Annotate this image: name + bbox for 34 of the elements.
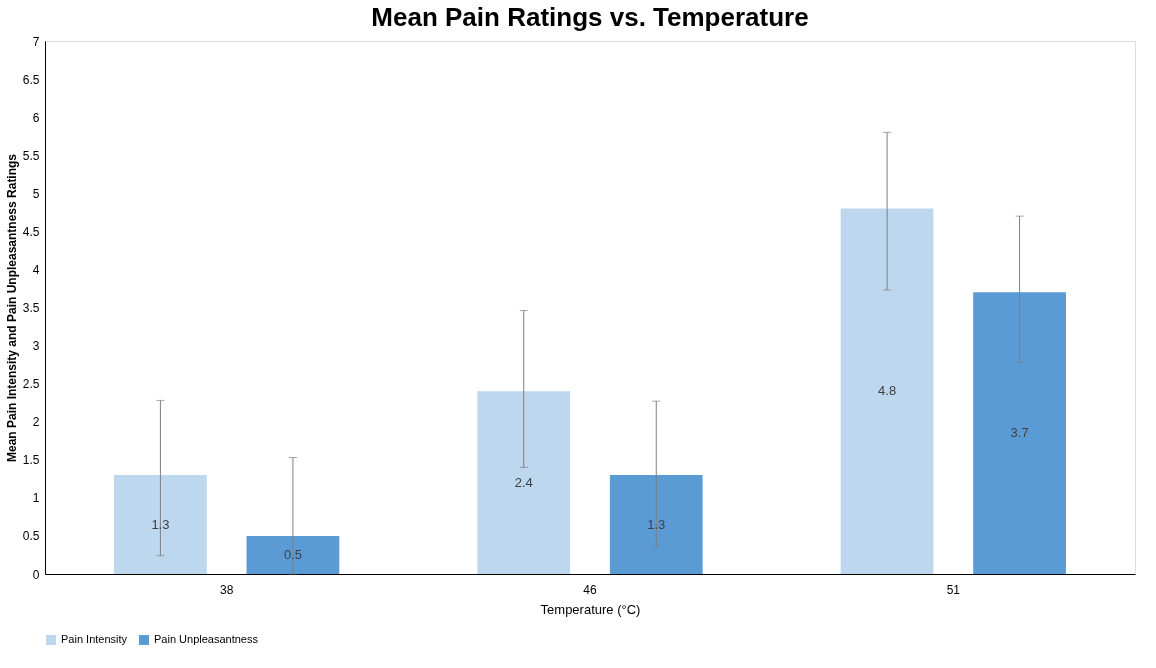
y-tick-label: 7 [32,34,40,49]
data-label: 1.3 [647,516,666,532]
y-tick-label: 4.5 [22,224,40,239]
chart-title: Mean Pain Ratings vs. Temperature [371,2,809,32]
y-axis-title: Mean Pain Intensity and Pain Unpleasantness Ratings [4,153,19,463]
y-tick-label: 6.5 [22,72,40,87]
y-tick-label: 6 [32,110,40,125]
y-tick-label: 0 [32,567,40,582]
y-tick-label: 5 [32,186,40,201]
y-tick-label: 0.5 [22,529,40,544]
data-label: 4.8 [878,383,897,399]
bar [840,208,934,574]
legend-label: Pain Intensity [61,633,128,645]
data-label: 3.7 [1010,425,1029,441]
bar [477,391,571,574]
bar [973,292,1066,574]
data-label: 2.4 [514,474,533,490]
y-tick-label: 4 [32,262,40,277]
x-axis-title: Temperature (°C) [540,601,641,617]
bar [114,475,207,574]
bar [246,535,340,574]
x-tick-label: 51 [946,582,961,597]
y-tick-label: 2.5 [22,377,40,392]
y-tick-label: 2 [32,415,40,430]
y-tick-label: 1 [32,491,40,506]
data-label: 0.5 [283,546,302,562]
legend-label: Pain Unpleasantness [154,633,259,645]
x-tick-label: 38 [219,582,234,597]
x-tick-label: 46 [583,582,597,597]
y-tick-label: 3.5 [22,301,40,315]
bar [609,475,703,574]
y-tick-label: 5.5 [22,148,40,163]
y-tick-label: 3 [32,339,40,354]
y-tick-label: 1.5 [22,453,40,468]
